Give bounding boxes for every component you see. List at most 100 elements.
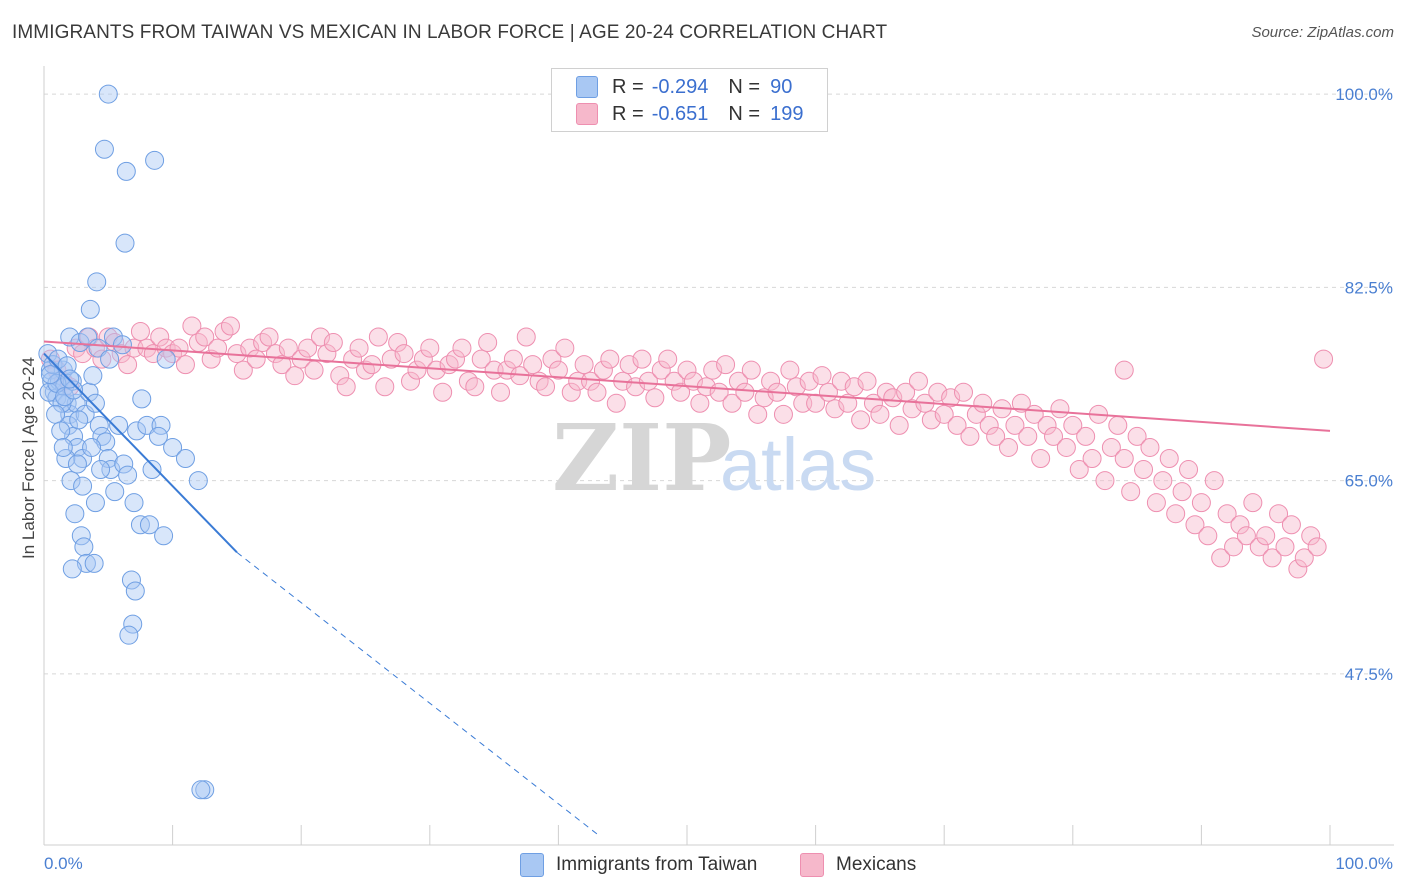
data-point-taiwan	[71, 526, 91, 546]
data-point-mexicans	[1076, 426, 1096, 446]
data-point-mexicans	[581, 371, 601, 391]
data-point-mexicans	[1159, 449, 1179, 468]
data-point-taiwan	[132, 389, 152, 409]
data-point-mexicans	[1191, 493, 1211, 513]
data-point-taiwan	[88, 338, 108, 358]
data-point-mexicans	[1146, 493, 1166, 513]
data-point-mexicans	[1288, 559, 1308, 579]
data-point-mexicans	[1114, 360, 1134, 380]
data-point-mexicans	[1063, 415, 1083, 435]
data-point-mexicans	[253, 333, 273, 353]
data-point-mexicans	[889, 415, 909, 435]
data-point-taiwan	[38, 344, 58, 364]
bottom-legend-swatch-mexicans	[800, 853, 824, 877]
data-point-taiwan	[127, 421, 147, 441]
data-point-mexicans	[214, 322, 234, 342]
axes	[43, 66, 1394, 846]
data-point-mexicans	[671, 382, 691, 402]
data-point-mexicans	[555, 338, 575, 358]
data-point-taiwan	[156, 349, 176, 369]
data-point-taiwan	[98, 449, 118, 468]
data-point-mexicans	[780, 360, 800, 380]
data-point-mexicans	[986, 426, 1006, 446]
data-point-mexicans	[593, 360, 613, 380]
data-point-taiwan	[137, 415, 157, 435]
data-point-mexicans	[1314, 349, 1334, 369]
data-point-mexicans	[246, 349, 266, 369]
data-point-mexicans	[92, 349, 112, 369]
data-point-mexicans	[285, 366, 305, 386]
data-point-mexicans	[330, 366, 350, 386]
data-point-mexicans	[169, 338, 189, 358]
legend-swatch-mexicans	[576, 103, 598, 125]
watermark-atlas: atlas	[720, 423, 876, 506]
data-point-mexicans	[1294, 548, 1314, 568]
data-point-taiwan	[67, 454, 87, 474]
data-point-mexicans	[323, 333, 343, 353]
data-point-mexicans	[876, 382, 896, 402]
correlation-legend: R = -0.294 N = 90 R = -0.651 N = 199	[551, 68, 828, 132]
data-point-mexicans	[1204, 471, 1224, 491]
data-point-taiwan	[80, 299, 100, 319]
y-tick-label: 82.5%	[1345, 278, 1393, 297]
bottom-legend-label-taiwan: Immigrants from Taiwan	[556, 854, 758, 875]
data-point-taiwan	[115, 233, 135, 253]
data-point-taiwan	[151, 415, 171, 435]
data-point-taiwan	[98, 84, 118, 104]
data-point-mexicans	[953, 382, 973, 402]
data-point-mexicans	[1301, 526, 1321, 546]
data-point-taiwan	[40, 365, 60, 385]
data-point-mexicans	[851, 410, 871, 430]
data-point-taiwan	[175, 449, 195, 468]
data-point-mexicans	[645, 388, 665, 408]
data-point-mexicans	[921, 410, 941, 430]
data-point-mexicans	[606, 393, 626, 413]
data-point-mexicans	[1082, 449, 1102, 468]
data-point-mexicans	[478, 333, 498, 353]
data-point-taiwan	[96, 432, 116, 452]
data-point-mexicans	[1179, 460, 1199, 480]
data-point-mexicans	[1217, 504, 1237, 524]
legend-row-mexicans: R = -0.651 N = 199	[576, 102, 803, 126]
legend-row-taiwan: R = -0.294 N = 90	[576, 75, 792, 99]
data-point-mexicans	[870, 404, 890, 424]
data-point-mexicans	[979, 415, 999, 435]
watermark: ZIP atlas	[552, 404, 876, 512]
data-point-mexicans	[735, 382, 755, 402]
data-point-mexicans	[1275, 537, 1295, 557]
legend-r-label: R =	[612, 102, 644, 125]
data-point-mexicans	[465, 377, 485, 397]
data-point-mexicans	[638, 371, 658, 391]
data-point-taiwan	[109, 415, 129, 435]
data-point-mexicans	[761, 371, 781, 391]
data-point-mexicans	[60, 377, 80, 397]
legend-n-label: N =	[728, 102, 761, 125]
legend-swatch-taiwan	[576, 76, 598, 98]
series-taiwan-points	[38, 84, 215, 800]
data-point-taiwan	[154, 526, 174, 546]
data-point-mexicans	[1069, 460, 1089, 480]
legend-n-label: N =	[728, 75, 761, 98]
legend-n-value: 199	[770, 102, 804, 125]
data-point-mexicans	[658, 349, 678, 369]
data-point-mexicans	[651, 360, 671, 380]
data-point-taiwan	[76, 553, 96, 573]
data-point-mexicans	[690, 393, 710, 413]
data-point-mexicans	[1031, 449, 1051, 468]
data-point-mexicans	[1114, 449, 1134, 468]
data-point-taiwan	[145, 150, 165, 170]
watermark-zip: ZIP	[552, 404, 731, 512]
data-point-mexicans	[786, 377, 806, 397]
data-point-taiwan	[56, 449, 76, 468]
data-point-mexicans	[857, 371, 877, 391]
data-point-mexicans	[1172, 482, 1192, 502]
data-point-taiwan	[85, 393, 105, 413]
data-point-mexicans	[619, 355, 639, 375]
data-point-mexicans	[536, 377, 556, 397]
data-point-mexicans	[233, 360, 253, 380]
data-point-mexicans	[1224, 537, 1244, 557]
data-point-mexicans	[336, 377, 356, 397]
data-point-taiwan	[100, 349, 120, 369]
data-point-mexicans	[130, 322, 150, 342]
data-point-mexicans	[1005, 415, 1025, 435]
